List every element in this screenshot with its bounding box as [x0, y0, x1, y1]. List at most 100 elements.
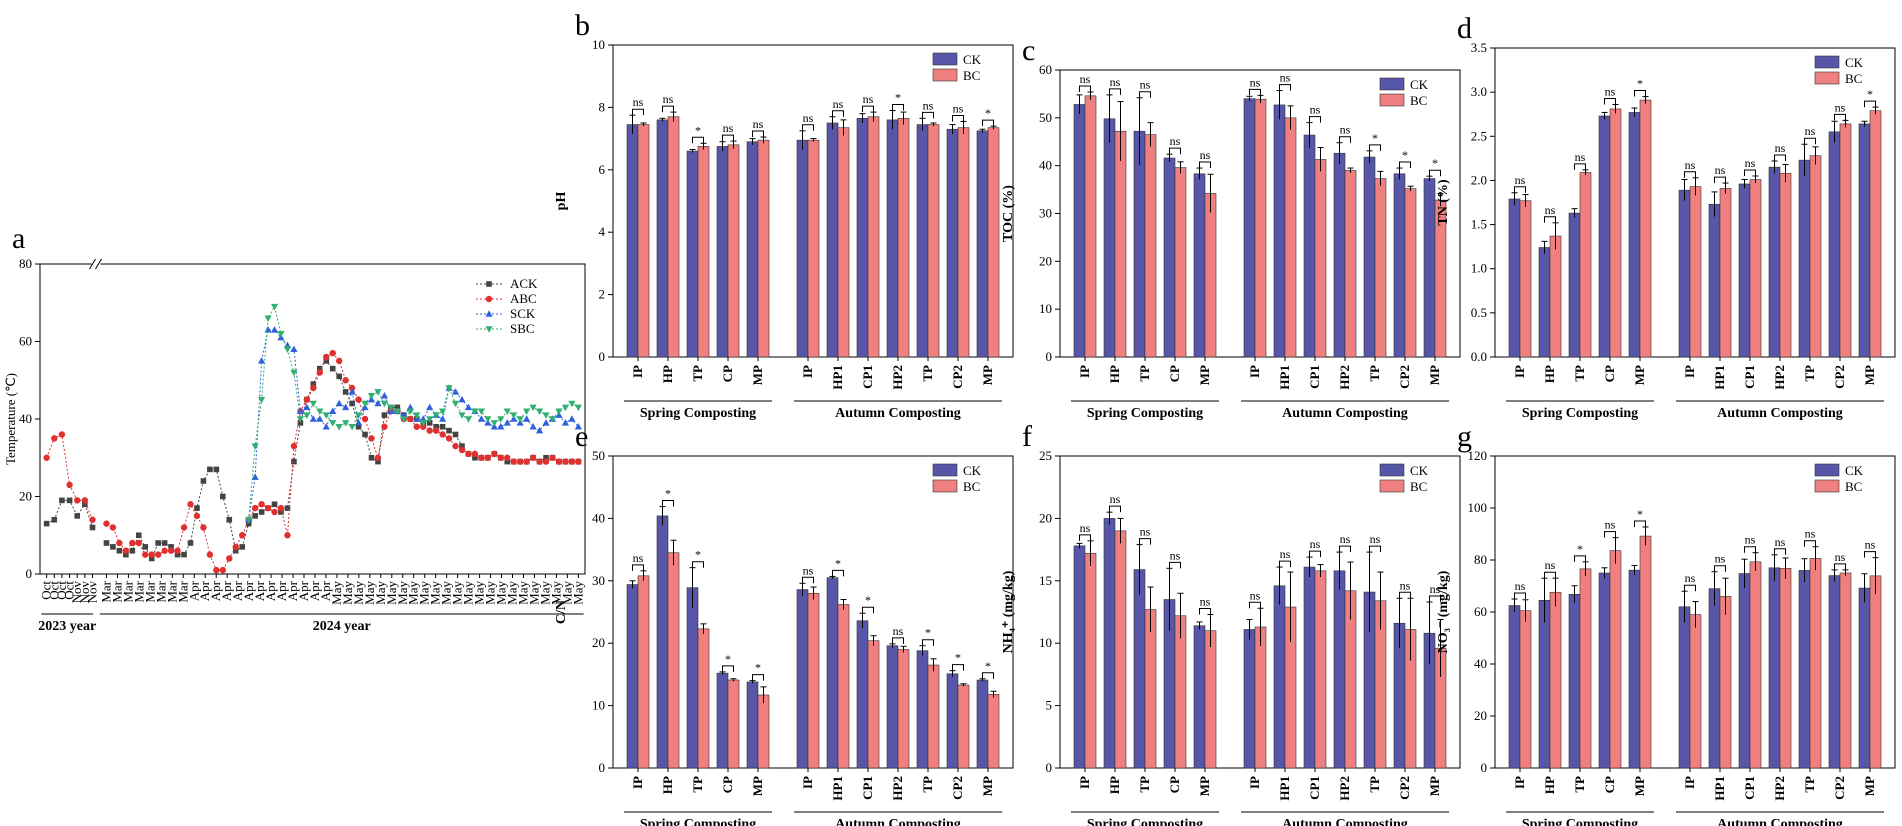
chart-panel-d: d 0.0 0.5 1.0 1.5 2.0 2.5 3.0 3.5 TN (%) ns ns ns ns *… — [1436, 12, 1896, 421]
x-category-label: TP — [1137, 776, 1152, 793]
x-category-label: HP1 — [830, 365, 845, 390]
y-tick-label: 20 — [19, 489, 32, 504]
data-point — [66, 481, 73, 489]
data-point — [535, 408, 544, 416]
y-tick-label: 10 — [1039, 301, 1052, 316]
x-category-label: IP — [1077, 365, 1092, 378]
data-point — [335, 357, 343, 365]
bar-ck — [1768, 166, 1781, 358]
legend-swatch-ck — [932, 463, 958, 477]
data-point — [355, 396, 362, 403]
y-tick-label: 50 — [1039, 110, 1052, 125]
bar-bc — [1549, 235, 1562, 358]
significance-bracket — [1774, 548, 1786, 555]
bar-ck — [886, 119, 899, 358]
data-point — [232, 547, 239, 554]
bar-bc — [837, 127, 850, 358]
bar-bc — [1689, 186, 1702, 358]
significance-label: ns — [1170, 134, 1181, 148]
data-point — [510, 458, 517, 465]
bar-bc — [867, 116, 880, 358]
x-category-label: TP — [1367, 776, 1382, 793]
data-point — [503, 419, 511, 426]
panel-label: g — [1457, 420, 1472, 453]
data-point — [548, 416, 557, 423]
x-tick-label: Apr — [307, 580, 322, 601]
bar-ck — [746, 141, 759, 358]
data-point — [258, 357, 266, 364]
y-tick-label: 2.5 — [1471, 128, 1487, 143]
data-point — [251, 443, 259, 450]
data-point — [66, 497, 73, 504]
bar-ck — [1103, 518, 1116, 769]
bar-bc — [1084, 553, 1097, 769]
data-point — [374, 389, 382, 396]
y-tick-label: 2 — [599, 287, 606, 302]
data-point — [375, 458, 381, 465]
significance-bracket — [1834, 113, 1846, 121]
data-point — [303, 396, 311, 403]
data-point — [174, 551, 181, 558]
data-point — [510, 412, 518, 419]
data-point — [490, 420, 498, 427]
data-point — [561, 404, 570, 412]
data-point — [103, 540, 110, 546]
bar-bc — [1779, 568, 1792, 769]
x-category-label: TP — [920, 776, 935, 793]
x-category-label: TP — [1572, 776, 1587, 793]
x-tick-label: Apr — [230, 580, 245, 601]
x-category-label: CP2 — [1397, 776, 1412, 800]
significance-label: * — [1867, 87, 1873, 101]
significance-bracket — [1079, 85, 1091, 93]
data-point — [536, 458, 543, 465]
data-point — [245, 516, 253, 524]
data-point — [329, 420, 337, 427]
bar-ck — [716, 672, 729, 769]
x-category-label: HP2 — [1772, 776, 1787, 801]
y-tick-label: 60 — [1039, 62, 1052, 77]
bar-bc — [867, 640, 880, 769]
x-tick-label: Apr — [252, 580, 267, 601]
x-tick-label: Apr — [263, 580, 278, 601]
data-point — [504, 458, 511, 465]
x-category-label: CP — [720, 776, 735, 793]
data-point — [181, 551, 187, 558]
bar-bc — [727, 679, 740, 769]
x-tick-label: Apr — [296, 580, 311, 601]
group-label: Autumn Composting — [835, 406, 961, 421]
data-point — [348, 423, 356, 431]
bar-bc — [1114, 530, 1127, 769]
significance-label: ns — [953, 101, 964, 115]
data-point — [387, 404, 395, 412]
x-category-label: CP2 — [1832, 776, 1847, 800]
significance-label: ns — [1835, 100, 1846, 114]
x-tick-label: May — [428, 581, 443, 605]
x-category-label: CP — [720, 365, 735, 382]
x-tick-label: May — [515, 581, 530, 605]
legend-label: CK — [1410, 463, 1429, 478]
significance-bracket — [922, 111, 934, 119]
legend-swatch-bc — [1379, 93, 1405, 107]
bar-ck — [826, 122, 839, 358]
x-tick-label: May — [384, 581, 399, 605]
significance-bracket — [1604, 531, 1616, 538]
data-point — [568, 415, 576, 422]
data-point — [446, 427, 452, 434]
significance-bracket — [982, 119, 994, 127]
y-tick-label: 120 — [1468, 448, 1488, 463]
significance-bracket — [802, 576, 814, 584]
data-point — [180, 524, 188, 531]
data-point — [297, 420, 304, 426]
data-point — [323, 353, 330, 361]
data-point — [562, 458, 569, 465]
y-tick-label: 20 — [1039, 253, 1052, 268]
bar-bc — [1869, 575, 1882, 769]
data-point — [226, 516, 233, 523]
data-point — [207, 466, 213, 473]
data-point — [374, 399, 382, 407]
y-tick-label: 20 — [1474, 708, 1487, 723]
significance-bracket — [832, 569, 844, 577]
data-point — [503, 408, 511, 416]
bar-bc — [957, 684, 970, 769]
